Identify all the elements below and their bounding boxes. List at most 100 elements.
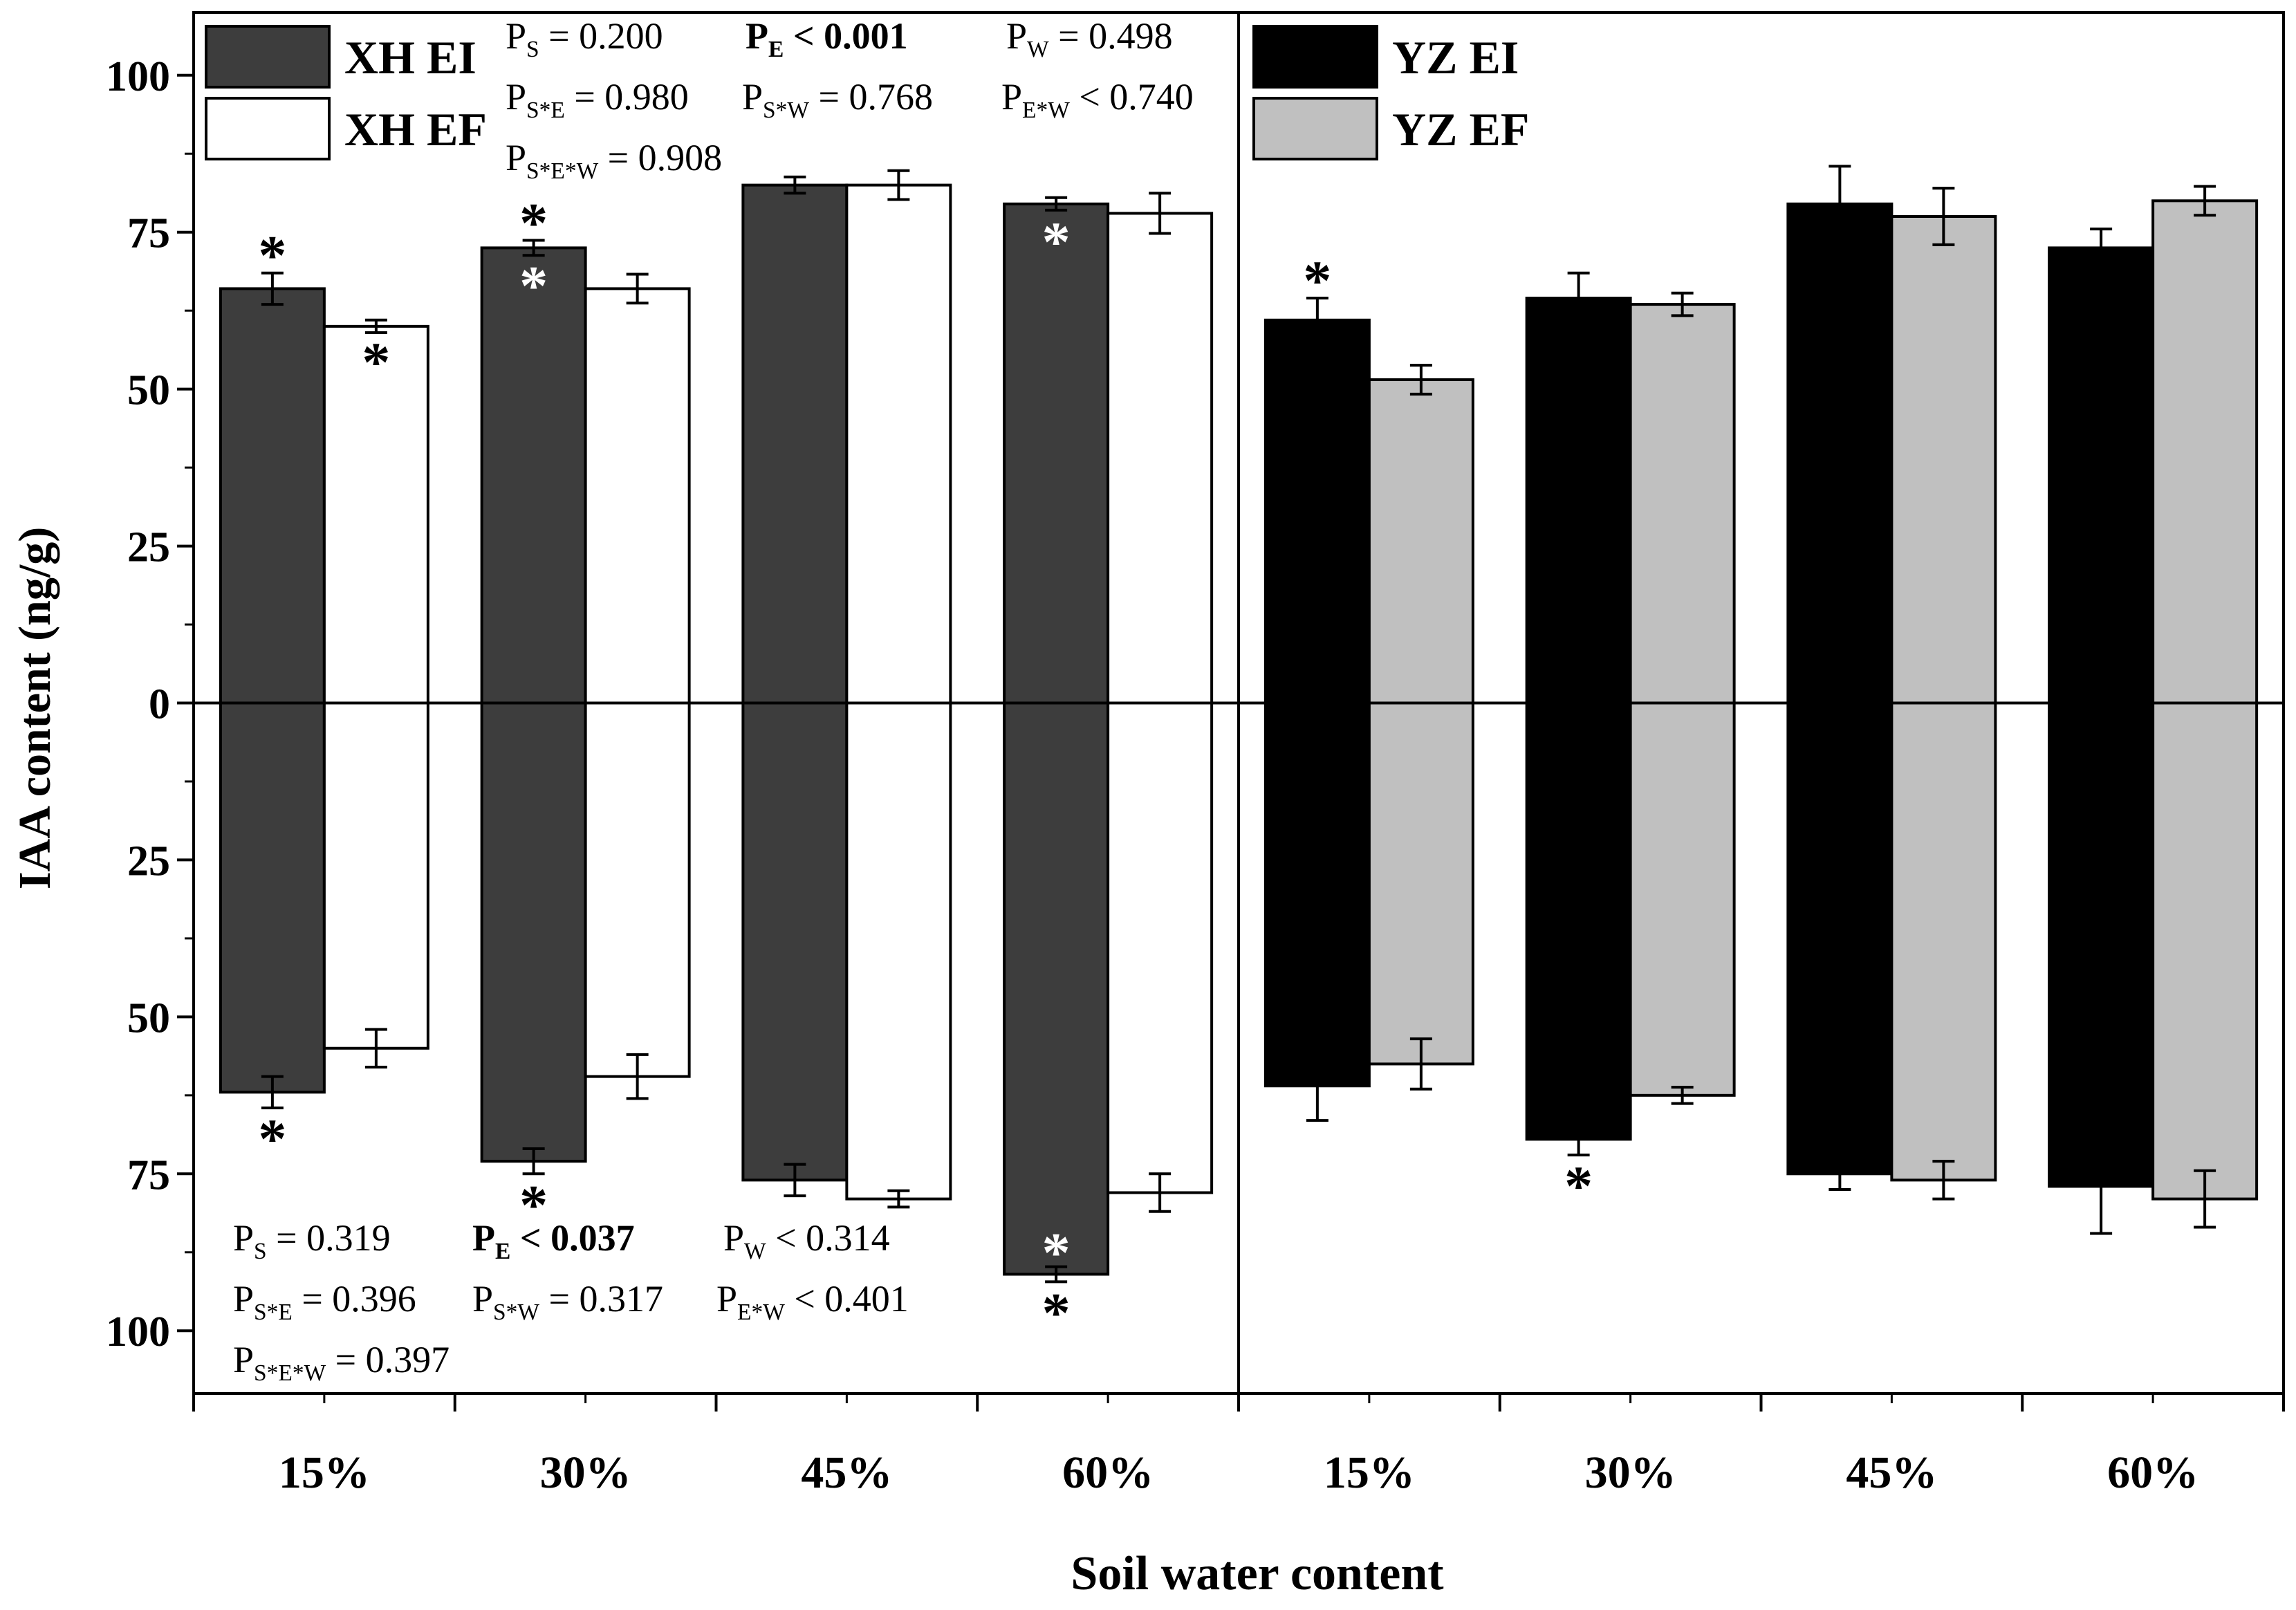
stat-value: < 0.001 <box>784 15 907 57</box>
x-tick-label: 30% <box>540 1447 631 1498</box>
bar-xh-ei-upper <box>741 183 849 705</box>
legend: XH EI XH EF YZ EI YZ EF <box>205 25 1529 160</box>
stat-value: = 0.397 <box>326 1339 450 1380</box>
legend-swatch <box>205 97 331 160</box>
bar-yz-ei-upper <box>2048 246 2155 705</box>
significance-asterisk: * <box>519 254 548 317</box>
significance-asterisk: * <box>519 192 548 255</box>
stat-value: = 0.908 <box>598 137 722 178</box>
y-tick-label: 50 <box>127 367 170 414</box>
significance-asterisk: * <box>258 1107 286 1170</box>
bar-yz-ef-lower <box>2151 701 2259 1201</box>
stat-subscript: E*W <box>1022 98 1070 123</box>
anova-stat: PE*W < 0.401 <box>716 1278 909 1325</box>
significance-asterisk: * <box>1042 1221 1071 1284</box>
stat-subscript: E <box>495 1239 510 1264</box>
bar-yz-ef-upper <box>1890 215 1997 705</box>
bar-xh-ef-upper <box>845 183 952 705</box>
y-tick-label: 75 <box>127 210 170 257</box>
significance-asterisk: * <box>519 1173 548 1236</box>
bar-xh-ei-lower <box>480 701 587 1163</box>
stat-subscript: S*W <box>763 98 809 123</box>
bar-yz-ei-upper <box>1786 202 1894 705</box>
x-tick-label: 60% <box>1062 1447 1154 1498</box>
stat-value: < 0.037 <box>510 1217 634 1259</box>
stat-subscript: S <box>526 37 539 62</box>
stat-p: P <box>742 76 763 118</box>
x-tick-label: 60% <box>2107 1447 2198 1498</box>
anova-stat: PS*E*W = 0.397 <box>233 1339 450 1386</box>
bar-yz-ef-lower <box>1367 701 1474 1066</box>
bar-yz-ei-upper <box>1263 318 1371 705</box>
significance-asterisk: * <box>1042 210 1071 273</box>
bar-xh-ef-upper <box>1107 212 1214 705</box>
y-tick-label: 100 <box>106 1308 170 1355</box>
bar-yz-ei-lower <box>2048 701 2155 1188</box>
anova-stat: PS*E = 0.396 <box>233 1278 416 1325</box>
bar-xh-ei-upper <box>1003 202 1110 705</box>
stat-subscript: S*E*W <box>526 158 599 184</box>
chart-axes: 100 75 50 25 0 25 50 75 100 15% 30% 45% 60% 15% 30% 45%… <box>106 11 2285 1498</box>
significance-asterisk: * <box>1042 1281 1071 1344</box>
y-axis-label: IAA content (ng/g) <box>10 527 60 889</box>
stat-subscript: E <box>768 37 784 62</box>
stat-subscript: S*E*W <box>254 1360 326 1386</box>
significance-asterisk: * <box>1564 1154 1593 1217</box>
bar-xh-ei-lower <box>219 701 326 1094</box>
stat-value: = 0.200 <box>539 15 663 57</box>
stat-value: < 0.314 <box>766 1217 890 1259</box>
x-tick-label: 15% <box>279 1447 370 1498</box>
anova-stat: PS*W = 0.768 <box>742 76 933 123</box>
x-tick-label: 45% <box>801 1447 892 1498</box>
stat-value: < 0.740 <box>1070 76 1194 118</box>
bar-xh-ef-lower <box>1107 701 1214 1194</box>
y-tick-label: 25 <box>127 524 170 571</box>
stat-value: < 0.401 <box>785 1278 909 1320</box>
anova-stat: PE < 0.037 <box>472 1217 635 1264</box>
bar-yz-ef-lower <box>1890 701 1997 1182</box>
legend-swatch <box>205 25 331 89</box>
anova-stat: PE < 0.001 <box>746 15 908 62</box>
bar-xh-ef-upper <box>584 287 691 705</box>
stat-p: P <box>746 15 768 57</box>
stat-p: P <box>716 1278 737 1320</box>
bar-xh-ef-upper <box>322 324 429 705</box>
legend-swatch <box>1252 25 1378 89</box>
significance-asterisk: * <box>362 331 390 394</box>
stat-p: P <box>506 15 526 57</box>
bar-yz-ei-lower <box>1525 701 1632 1141</box>
y-tick-label: 75 <box>127 1151 170 1199</box>
stat-p: P <box>723 1217 744 1259</box>
stat-value: = 0.396 <box>293 1278 416 1320</box>
stat-value: = 0.980 <box>565 76 689 118</box>
anova-stat: PS*W = 0.317 <box>472 1278 663 1325</box>
y-tick-label: 100 <box>106 53 170 100</box>
x-tick-label: 30% <box>1585 1447 1676 1498</box>
stat-p: P <box>472 1278 493 1320</box>
legend-label: XH EF <box>344 103 487 156</box>
stat-value: = 0.319 <box>267 1217 391 1259</box>
stat-subscript: E*W <box>737 1299 785 1325</box>
panel-yz: ** <box>1263 165 2259 1235</box>
anova-stat: PS = 0.200 <box>506 15 663 62</box>
bar-xh-ef-lower <box>584 701 691 1078</box>
bar-xh-ei-upper <box>219 287 326 705</box>
anova-stat: PS*E*W = 0.908 <box>506 137 722 184</box>
anova-stat: PS*E = 0.980 <box>506 76 689 123</box>
legend-label: XH EI <box>344 31 476 84</box>
stat-subscript: S*W <box>493 1299 539 1325</box>
stat-p: P <box>1006 15 1027 57</box>
stat-subscript: W <box>744 1239 766 1264</box>
stat-p: P <box>1001 76 1022 118</box>
stat-value: = 0.317 <box>539 1278 663 1320</box>
anova-stat: PW < 0.314 <box>723 1217 890 1264</box>
bar-yz-ef-upper <box>1367 378 1474 705</box>
bar-xh-ef-lower <box>845 701 952 1201</box>
stat-subscript: W <box>1027 37 1049 62</box>
stat-subscript: S*E <box>254 1299 293 1325</box>
stat-p: P <box>233 1217 254 1259</box>
significance-asterisk: * <box>1303 249 1331 312</box>
legend-label: YZ EI <box>1392 31 1519 84</box>
stat-p: P <box>472 1217 495 1259</box>
